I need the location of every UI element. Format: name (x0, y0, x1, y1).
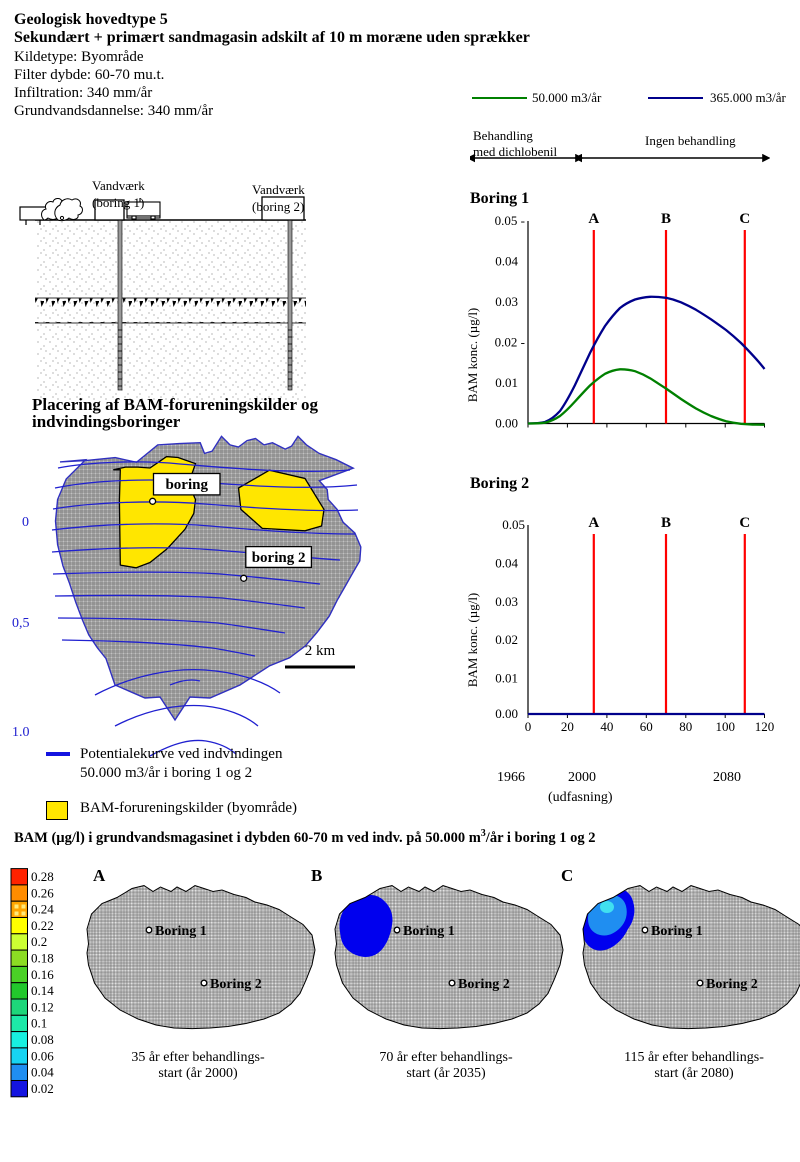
svg-text:2 km: 2 km (305, 643, 336, 659)
svg-text:0.16: 0.16 (31, 967, 54, 982)
svg-text:Boring 2: Boring 2 (706, 977, 758, 992)
svg-text:0.03: 0.03 (495, 294, 518, 309)
svg-text:0.02: 0.02 (31, 1081, 54, 1096)
svg-text:0.00: 0.00 (495, 706, 518, 721)
svg-text:Boring 1: Boring 1 (403, 924, 455, 939)
svg-text:0.1: 0.1 (31, 1016, 47, 1031)
svg-text:0.05: 0.05 (502, 517, 525, 532)
svg-text:0.24: 0.24 (31, 902, 54, 917)
svg-text:0.12: 0.12 (31, 999, 54, 1014)
svg-text:0,5: 0,5 (12, 616, 30, 631)
svg-text:0.14: 0.14 (31, 983, 54, 998)
svg-text:Boring 2: Boring 2 (210, 977, 262, 992)
svg-text:0.06: 0.06 (31, 1048, 54, 1063)
svg-text:0.02 -: 0.02 - (495, 335, 525, 350)
svg-text:A: A (588, 515, 599, 531)
svg-text:0.04: 0.04 (495, 556, 518, 571)
svg-text:boring: boring (165, 477, 208, 493)
svg-text:0.04: 0.04 (495, 254, 518, 269)
svg-text:0.2: 0.2 (31, 934, 47, 949)
svg-text:Boring 1: Boring 1 (651, 924, 703, 939)
svg-text:40: 40 (600, 719, 613, 734)
svg-text:boring 2: boring 2 (252, 550, 306, 566)
svg-text:Boring 1: Boring 1 (155, 924, 207, 939)
svg-text:0.01: 0.01 (495, 375, 518, 390)
svg-text:60: 60 (640, 719, 653, 734)
svg-text:Boring 2: Boring 2 (458, 977, 510, 992)
svg-text:0.18: 0.18 (31, 951, 54, 966)
svg-text:80: 80 (679, 719, 692, 734)
svg-text:1.0: 1.0 (12, 725, 30, 740)
svg-text:0.01: 0.01 (495, 671, 518, 686)
svg-text:0.05 -: 0.05 - (495, 213, 525, 228)
svg-text:20: 20 (561, 719, 574, 734)
svg-text:0: 0 (22, 515, 29, 530)
svg-text:BAM konc. (µg/l): BAM konc. (µg/l) (465, 308, 480, 403)
svg-text:C: C (739, 515, 750, 531)
svg-text:BAM konc. (µg/l): BAM konc. (µg/l) (465, 593, 480, 688)
svg-text:B: B (661, 211, 671, 227)
svg-text:120: 120 (755, 719, 775, 734)
svg-text:0.28: 0.28 (31, 869, 54, 884)
svg-text:0.26: 0.26 (31, 885, 54, 900)
svg-text:0.03: 0.03 (495, 594, 518, 609)
svg-text:100: 100 (715, 719, 735, 734)
svg-text:0.00: 0.00 (495, 416, 518, 431)
svg-text:C: C (739, 211, 750, 227)
svg-text:B: B (661, 515, 671, 531)
svg-text:0.02: 0.02 (495, 632, 518, 647)
svg-text:0.08: 0.08 (31, 1032, 54, 1047)
svg-text:A: A (588, 211, 599, 227)
svg-text:0: 0 (525, 719, 532, 734)
svg-text:0.22: 0.22 (31, 918, 54, 933)
svg-text:0.04: 0.04 (31, 1065, 54, 1080)
